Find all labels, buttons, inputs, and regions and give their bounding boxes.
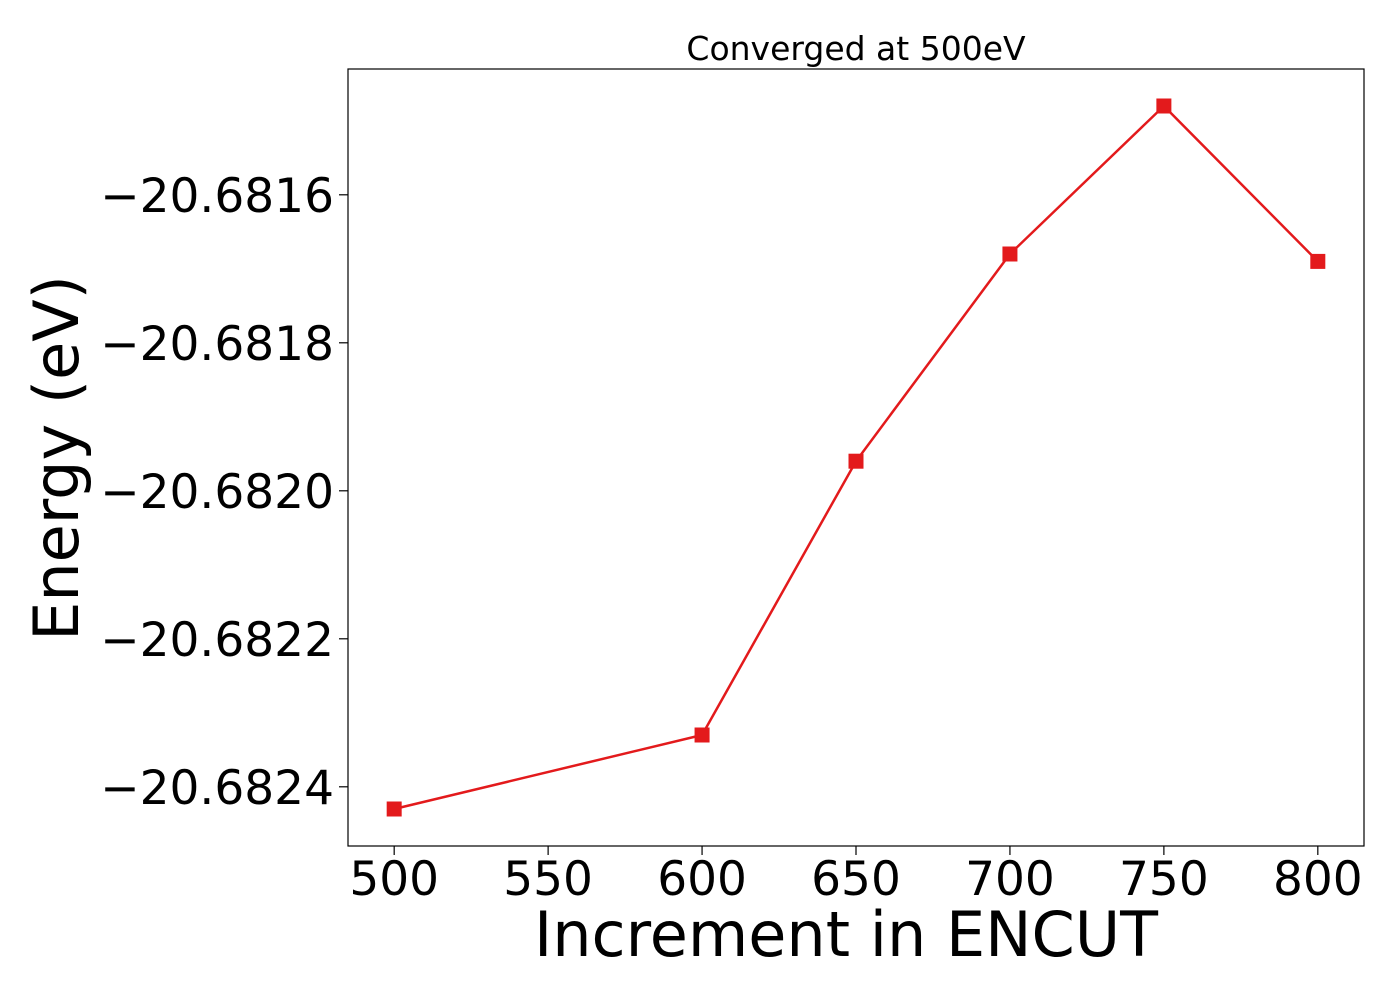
x-tick-label: 750 [1119, 852, 1209, 907]
data-point-marker [386, 801, 402, 817]
y-axis: −20.6824 −20.6822 −20.6820 −20.6818 −20.6816 [100, 169, 348, 816]
x-axis: 500 550 600 650 700 750 800 [349, 846, 1363, 907]
y-tick-label: −20.6824 [100, 761, 334, 816]
data-point-marker [1310, 253, 1326, 269]
data-point-marker [1002, 246, 1018, 262]
data-point-marker [694, 727, 710, 743]
data-point-marker [848, 453, 864, 469]
y-tick-label: −20.6820 [100, 465, 334, 520]
series-line [393, 104, 1319, 811]
data-point-marker [1156, 98, 1172, 114]
x-tick-label: 800 [1273, 852, 1363, 907]
x-tick-label: 650 [811, 852, 901, 907]
chart-title: Converged at 500eV [686, 29, 1026, 68]
x-tick-label: 600 [657, 852, 747, 907]
x-tick-label: 500 [349, 852, 439, 907]
series-layer [386, 98, 1326, 817]
x-tick-label: 550 [503, 852, 593, 907]
x-axis-title: Increment in ENCUT [534, 898, 1159, 971]
y-tick-label: −20.6822 [100, 613, 334, 668]
y-axis-title: Energy (eV) [20, 275, 93, 641]
y-tick-label: −20.6816 [100, 169, 334, 224]
x-tick-label: 700 [965, 852, 1055, 907]
y-tick-label: −20.6818 [100, 317, 334, 372]
